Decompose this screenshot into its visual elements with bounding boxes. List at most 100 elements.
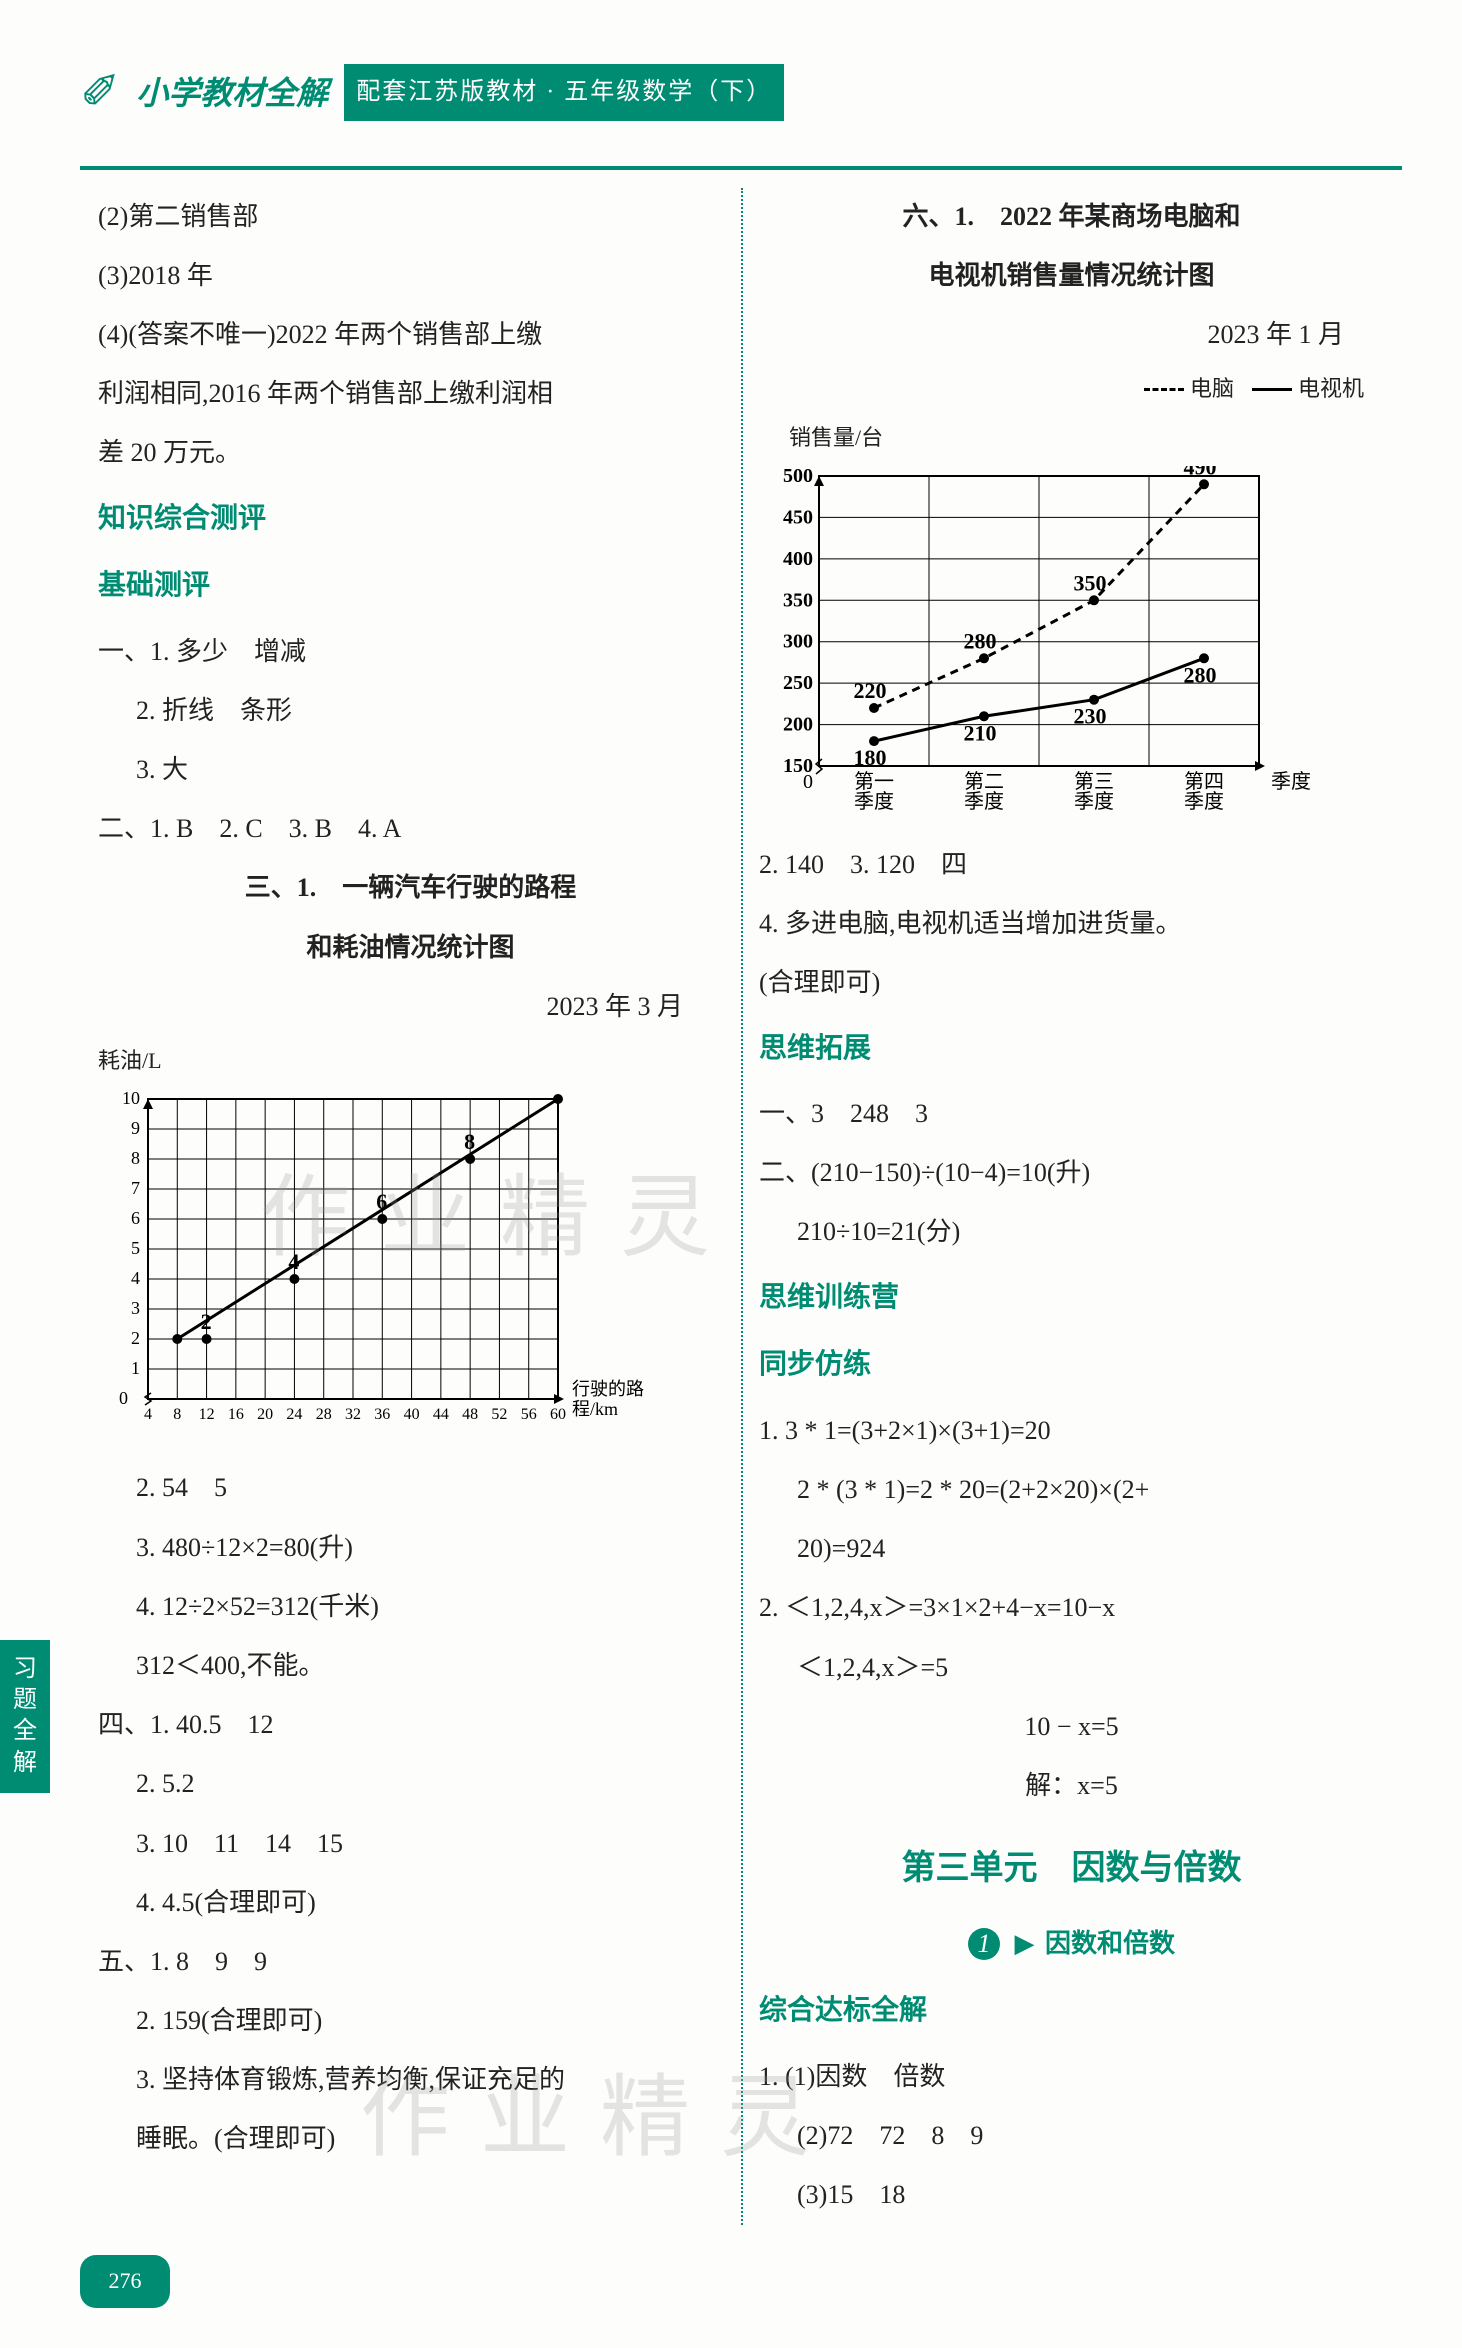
san-date: 2023 年 3 月 (98, 978, 723, 1035)
svg-text:12: 12 (199, 1406, 215, 1423)
san-4a: 4. 12÷2×52=312(千米) (98, 1578, 723, 1635)
chart2-container: 销售量/台 1502002503003504004505000第一季度第二季度第… (759, 414, 1384, 826)
svg-text:40: 40 (404, 1406, 420, 1423)
liu-4b: (合理即可) (759, 954, 1384, 1011)
arrow-icon: ▶ (1014, 1929, 1034, 1958)
er: 二、1. B 2. C 3. B 4. A (98, 800, 723, 857)
liu-2: 2. 140 3. 120 四 (759, 836, 1384, 893)
svg-text:230: 230 (1074, 704, 1107, 729)
svg-text:10: 10 (122, 1089, 140, 1108)
svg-text:44: 44 (433, 1406, 449, 1423)
zhdb-3: (3)15 18 (759, 2166, 1384, 2223)
hdr-comprehensive: 综合达标全解 (759, 1980, 1384, 2042)
tbfl-2d: 解：x=5 (759, 1757, 1384, 1814)
svg-text:280: 280 (1184, 662, 1217, 687)
svg-text:200: 200 (783, 714, 813, 736)
liu-title-2: 电视机销售量情况统计图 (759, 247, 1384, 304)
svg-text:280: 280 (964, 628, 997, 653)
swtz-2b: 210÷10=21(分) (759, 1203, 1384, 1260)
svg-text:8: 8 (464, 1129, 475, 1154)
chart1-container: 耗油/L 48121620242832364044485256601234567… (98, 1037, 723, 1449)
wu-3b: 睡眠。(合理即可) (98, 2110, 723, 2167)
wu-1: 五、1. 8 9 9 (98, 1933, 723, 1990)
chart1-svg: 4812162024283236404448525660123456789100… (98, 1089, 658, 1449)
svg-text:4: 4 (288, 1249, 299, 1274)
legend-dashed-icon (1144, 388, 1184, 391)
wu-3a: 3. 坚持体育锻炼,营养均衡,保证充足的 (98, 2051, 723, 2108)
svg-text:28: 28 (316, 1406, 332, 1423)
tbfl-1b: 2 * (3 * 1)=2 * 20=(2+2×20)×(2+ (759, 1461, 1384, 1518)
liu-title-1: 六、1. 2022 年某商场电脑和 (759, 188, 1384, 245)
svg-text:0: 0 (119, 1388, 128, 1408)
ans-4c: 差 20 万元。 (98, 424, 723, 481)
si-2: 2. 5.2 (98, 1755, 723, 1812)
tbfl-2a: 2. ＜1,2,4,x＞=3×1×2+4−x=10−x (759, 1579, 1384, 1636)
svg-text:第三: 第三 (1074, 770, 1114, 793)
legend-computer: 电脑 (1144, 365, 1234, 413)
svg-text:52: 52 (491, 1406, 507, 1423)
sub-topic-number: 1 (968, 1928, 1000, 1960)
svg-text:20: 20 (257, 1406, 273, 1423)
hdr-basic-test: 基础测评 (98, 555, 723, 617)
svg-text:行驶的路: 行驶的路 (572, 1379, 644, 1399)
chart2-ylabel: 销售量/台 (759, 414, 1384, 462)
tbfl-1c: 20)=924 (759, 1520, 1384, 1577)
san-title-1: 三、1. 一辆汽车行驶的路程 (98, 859, 723, 916)
tbfl-2b: ＜1,2,4,x＞=5 (759, 1639, 1384, 1696)
page-header: ✐ 小学教材全解 配套江苏版教材 · 五年级数学（下） (80, 40, 1402, 146)
hdr-thinking-expand: 思维拓展 (759, 1018, 1384, 1080)
legend-tv-label: 电视机 (1298, 365, 1364, 413)
svg-text:300: 300 (783, 631, 813, 653)
swtz-1: 一、3 248 3 (759, 1085, 1384, 1142)
zhdb-2: (2)72 72 8 9 (759, 2107, 1384, 2164)
svg-text:第一: 第一 (854, 770, 894, 793)
right-column: 六、1. 2022 年某商场电脑和 电视机销售量情况统计图 2023 年 1 月… (741, 188, 1402, 2226)
svg-text:180: 180 (854, 745, 887, 770)
svg-text:24: 24 (286, 1406, 302, 1423)
svg-text:季度: 季度 (1074, 790, 1114, 813)
svg-text:季度: 季度 (854, 790, 894, 813)
san-4b: 312＜400,不能。 (98, 1637, 723, 1694)
svg-text:2: 2 (131, 1328, 140, 1348)
svg-text:210: 210 (964, 720, 997, 745)
page-number: 276 (80, 2255, 170, 2307)
svg-text:6: 6 (376, 1189, 387, 1214)
liu-4a: 4. 多进电脑,电视机适当增加进货量。 (759, 895, 1384, 952)
svg-text:16: 16 (228, 1406, 244, 1423)
svg-text:2: 2 (201, 1309, 212, 1334)
chart2-legend: 电脑 电视机 (759, 365, 1384, 413)
swtz-2a: 二、(210−150)÷(10−4)=10(升) (759, 1144, 1384, 1201)
san-2: 2. 54 5 (98, 1459, 723, 1516)
svg-text:9: 9 (131, 1118, 140, 1138)
ans-4b: 利润相同,2016 年两个销售部上缴利润相 (98, 365, 723, 422)
hdr-knowledge-test: 知识综合测评 (98, 488, 723, 550)
book-title-main: 小学教材全解 (136, 58, 328, 128)
svg-text:500: 500 (783, 466, 813, 487)
svg-text:4: 4 (144, 1406, 152, 1423)
ans-4a: (4)(答案不唯一)2022 年两个销售部上缴 (98, 306, 723, 363)
left-column: (2)第二销售部 (3)2018 年 (4)(答案不唯一)2022 年两个销售部… (80, 188, 741, 2226)
svg-text:1: 1 (131, 1358, 140, 1378)
svg-text:6: 6 (131, 1208, 140, 1228)
svg-text:8: 8 (131, 1148, 140, 1168)
si-1: 四、1. 40.5 12 (98, 1696, 723, 1753)
liu-date: 2023 年 1 月 (759, 306, 1384, 363)
san-title-2: 和耗油情况统计图 (98, 919, 723, 976)
yi-1: 一、1. 多少 增减 (98, 623, 723, 680)
svg-text:7: 7 (131, 1178, 140, 1198)
svg-text:56: 56 (521, 1406, 537, 1423)
sub-topic-1: 1 ▶ 因数和倍数 (759, 1915, 1384, 1972)
san-3: 3. 480÷12×2=80(升) (98, 1519, 723, 1576)
si-4: 4. 4.5(合理即可) (98, 1874, 723, 1931)
svg-text:32: 32 (345, 1406, 361, 1423)
svg-text:220: 220 (854, 678, 887, 703)
svg-text:400: 400 (783, 548, 813, 570)
svg-text:4: 4 (131, 1268, 140, 1288)
unit-3-title: 第三单元 因数与倍数 (759, 1832, 1384, 1907)
svg-text:5: 5 (131, 1238, 140, 1258)
svg-text:3: 3 (131, 1298, 140, 1318)
svg-text:36: 36 (374, 1406, 390, 1423)
ans-3: (3)2018 年 (98, 247, 723, 304)
ans-2: (2)第二销售部 (98, 188, 723, 245)
svg-text:250: 250 (783, 672, 813, 694)
